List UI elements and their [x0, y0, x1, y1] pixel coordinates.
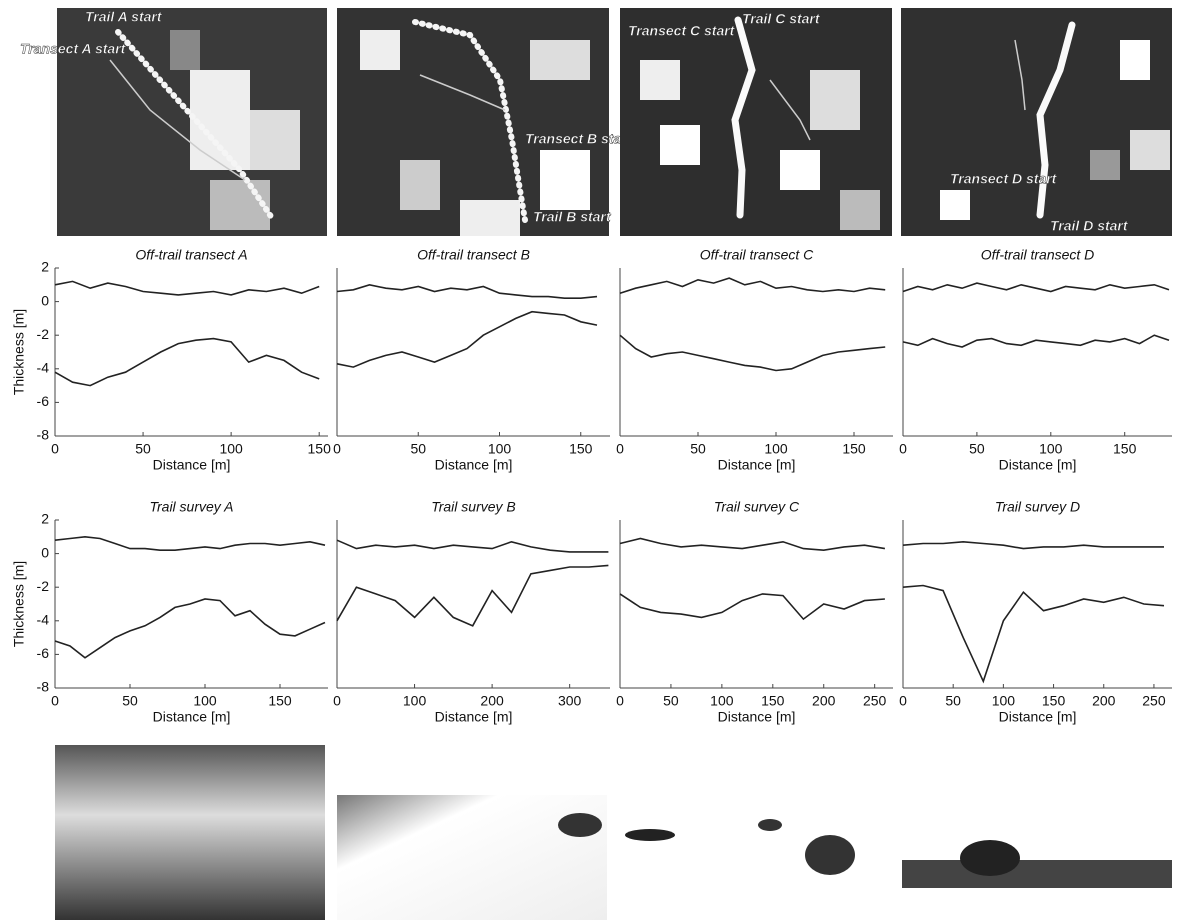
map-label: Trail B start [533, 209, 612, 225]
x-tick-label: 0 [51, 693, 59, 709]
x-tick-label: 50 [945, 693, 961, 709]
y-tick-label: -4 [37, 360, 50, 376]
x-axis-label: Distance [m] [718, 457, 796, 473]
data-line [619, 537, 886, 552]
x-axis-label: Distance [m] [153, 709, 231, 725]
map-label: Transect A start [20, 41, 127, 57]
x-tick-label: 300 [558, 693, 582, 709]
x-tick-label: 100 [193, 693, 217, 709]
map-label: Trail C start [742, 11, 821, 27]
y-tick-label: 0 [41, 544, 49, 560]
x-tick-label: 100 [488, 441, 512, 457]
x-tick-label: 150 [842, 441, 866, 457]
data-line [54, 598, 326, 659]
y-tick-label: -8 [37, 427, 50, 443]
y-axis-label: Thickness [m] [11, 309, 27, 395]
x-tick-label: 50 [122, 693, 138, 709]
x-tick-label: 150 [761, 693, 785, 709]
x-tick-label: 150 [308, 441, 332, 457]
data-line [54, 535, 326, 551]
x-tick-label: 0 [333, 693, 341, 709]
x-tick-label: 100 [1039, 441, 1063, 457]
chart-title: Trail survey D [995, 499, 1080, 515]
data-line [902, 584, 1165, 684]
map-label: Transect C start [628, 23, 736, 39]
y-tick-label: 0 [41, 292, 49, 308]
x-tick-label: 0 [616, 693, 624, 709]
map-label: Trail D start [1050, 218, 1129, 234]
data-line [619, 593, 885, 621]
y-tick-label: 2 [41, 511, 49, 527]
x-axis-label: Distance [m] [153, 457, 231, 473]
chart-title: Trail survey C [714, 499, 800, 515]
map-label: Transect B start [525, 131, 633, 147]
x-tick-label: 0 [899, 441, 907, 457]
x-tick-label: 250 [1142, 693, 1166, 709]
x-tick-label: 150 [1113, 441, 1137, 457]
chart-title: Trail survey A [149, 499, 233, 515]
x-axis-label: Distance [m] [999, 709, 1077, 725]
x-tick-label: 100 [403, 693, 427, 709]
chart-title: Off-trail transect D [981, 247, 1095, 263]
x-axis-label: Distance [m] [435, 457, 513, 473]
map-label: Transect D start [950, 171, 1058, 187]
x-tick-label: 100 [992, 693, 1016, 709]
data-line [619, 334, 886, 372]
chart-title: Off-trail transect C [700, 247, 814, 263]
x-tick-label: 50 [135, 441, 151, 457]
y-tick-label: -6 [37, 645, 50, 661]
y-tick-label: -2 [37, 578, 50, 594]
y-tick-label: -4 [37, 612, 50, 628]
x-tick-label: 0 [899, 693, 907, 709]
photo [55, 745, 325, 920]
x-tick-label: 100 [219, 441, 243, 457]
x-tick-label: 200 [1092, 693, 1116, 709]
data-line [619, 277, 886, 294]
data-line [336, 310, 598, 368]
chart-title: Trail survey B [431, 499, 516, 515]
x-tick-label: 150 [1042, 693, 1066, 709]
x-tick-label: 0 [51, 441, 59, 457]
data-line [54, 280, 320, 296]
x-tick-label: 50 [690, 441, 706, 457]
photos [55, 745, 1172, 920]
x-tick-label: 100 [710, 693, 734, 709]
map-d: Transect D start Trail D start [901, 8, 1172, 236]
x-tick-label: 50 [410, 441, 426, 457]
x-tick-label: 150 [569, 441, 593, 457]
data-line [336, 539, 609, 553]
x-axis-label: Distance [m] [718, 709, 796, 725]
chart-title: Off-trail transect B [417, 247, 530, 263]
y-tick-label: 2 [41, 259, 49, 275]
data-line [336, 283, 598, 299]
data-line [336, 564, 609, 627]
map-c: Transect C start Trail C start [620, 8, 892, 236]
x-axis-label: Distance [m] [999, 457, 1077, 473]
data-line [902, 334, 1170, 348]
map-a: Trail A start Transect A start [20, 8, 327, 236]
data-line [902, 540, 1164, 550]
y-axis-label: Thickness [m] [11, 561, 27, 647]
photo [337, 795, 607, 920]
x-tick-label: 200 [480, 693, 504, 709]
x-tick-label: 150 [268, 693, 292, 709]
map-b: Transect B start Trail B start [337, 8, 633, 236]
y-tick-label: -6 [37, 393, 50, 409]
data-line [902, 282, 1170, 293]
x-tick-label: 100 [764, 441, 788, 457]
data-line [54, 337, 320, 387]
x-tick-label: 50 [663, 693, 679, 709]
x-tick-label: 250 [863, 693, 887, 709]
x-tick-label: 200 [812, 693, 836, 709]
x-axis-label: Distance [m] [435, 709, 513, 725]
y-tick-label: -8 [37, 679, 50, 695]
y-tick-label: -2 [37, 326, 50, 342]
map-label: Trail A start [85, 9, 163, 25]
x-tick-label: 50 [969, 441, 985, 457]
x-tick-label: 0 [333, 441, 341, 457]
chart-title: Off-trail transect A [135, 247, 247, 263]
x-tick-label: 0 [616, 441, 624, 457]
